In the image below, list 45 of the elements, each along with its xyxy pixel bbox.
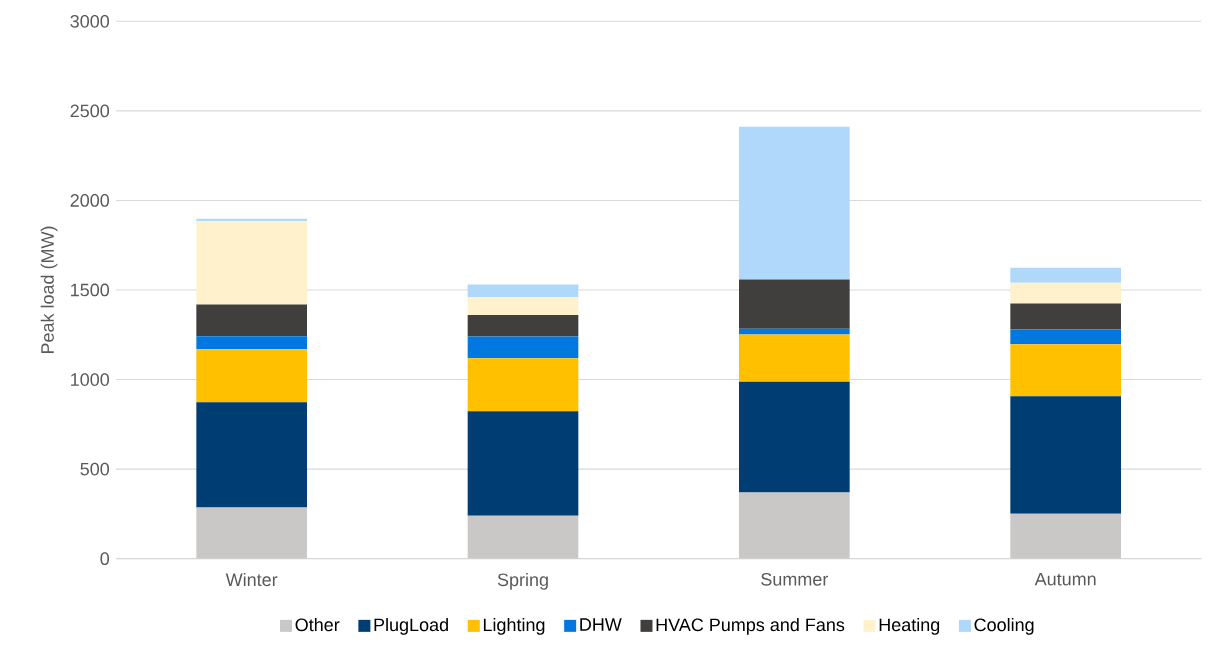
x-tick-label: Summer [761,572,829,586]
bar [739,334,850,382]
bar [196,304,308,337]
legend-label: PlugLoad [374,617,448,635]
x-tick-label: Winter [225,572,278,587]
bar [1010,396,1121,514]
y-tick-label: 2500 [70,104,110,118]
legend-label: Cooling [974,617,1034,635]
bar [1010,513,1121,559]
legend-label: Lighting [483,617,545,635]
y-tick-label: 2000 [70,194,110,207]
y-tick-label: 0 [100,552,110,566]
legend-label: Heating [879,617,940,635]
bar [739,328,850,335]
bar [1010,282,1121,304]
bar [467,314,579,337]
bar [1010,344,1121,397]
y-tick-label: 500 [80,462,110,476]
x-tick-label: Spring [497,572,548,590]
bar [196,507,308,559]
bar [739,381,850,493]
bar [467,358,579,412]
bar [196,402,308,508]
legend-label: Other [295,617,340,632]
bar [1010,329,1121,345]
bar [196,221,308,305]
bar [739,492,850,559]
bar [1010,303,1121,330]
bar [467,297,579,315]
legend-label: DHW [580,618,622,631]
bar [739,279,850,329]
x-tick-label: Autumn [1034,572,1096,586]
bar [467,284,579,298]
legend-label: HVAC Pumps and Fans [656,617,845,635]
bar [1010,267,1121,283]
y-axis-title: Peak load (MW) [40,226,58,354]
bar [467,411,579,516]
y-tick-label: 1500 [71,283,110,297]
bar [467,515,579,559]
bar [739,126,850,280]
bar [467,336,579,359]
y-tick-label: 3000 [70,14,110,28]
bar [196,349,308,403]
y-tick-label: 1000 [71,373,110,386]
bar [196,336,308,350]
